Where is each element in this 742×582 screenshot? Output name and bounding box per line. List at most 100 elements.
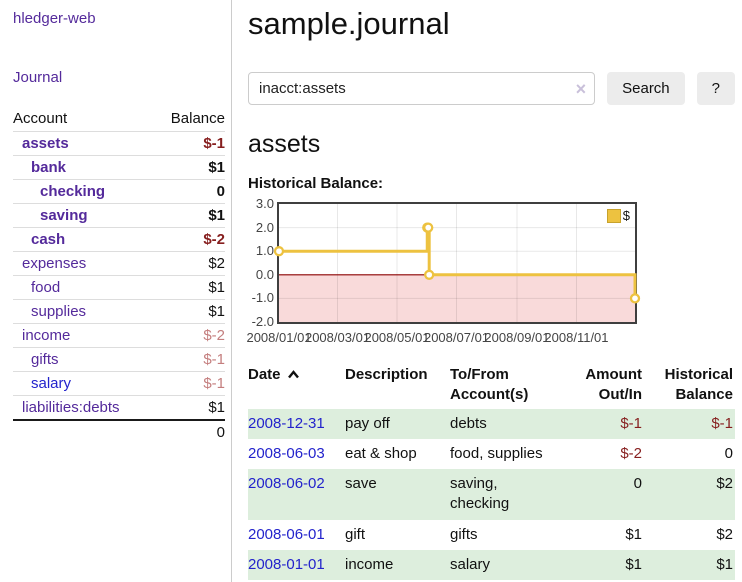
sidebar-account-balance: $2 xyxy=(208,255,225,272)
search-box: × xyxy=(248,72,596,105)
accounts-header-account: Account xyxy=(13,110,68,127)
accounts-total-row: 0 xyxy=(13,420,225,444)
app-title-link[interactable]: hledger-web xyxy=(13,10,96,27)
search-input[interactable] xyxy=(248,72,596,105)
sidebar-account-link[interactable]: liabilities:debts xyxy=(22,399,120,416)
search-button[interactable]: Search xyxy=(607,72,685,105)
accounts-header-balance: Balance xyxy=(170,110,225,127)
sidebar-account-balance: $1 xyxy=(208,279,225,296)
main-content: sample.journal × Search ? assets Histori… xyxy=(232,0,742,582)
sidebar-account-row: saving $1 xyxy=(13,203,225,228)
sidebar-account-cell: assets xyxy=(13,132,154,156)
sidebar-account-balance: 0 xyxy=(216,183,225,200)
sidebar-account-balance: $1 xyxy=(208,399,225,416)
register-cell-balance: $2 xyxy=(716,525,733,543)
sidebar-account-link[interactable]: cash xyxy=(31,231,66,248)
sidebar-account-row: liabilities:debts $1 xyxy=(13,395,225,421)
sidebar-account-cell: saving xyxy=(13,204,154,228)
search-form: × Search ? xyxy=(248,72,735,105)
sidebar-account-link[interactable]: assets xyxy=(22,135,69,152)
register-row: 2008-06-01 gift gifts $1 $2 xyxy=(248,520,735,550)
sidebar-account-cell: bank xyxy=(13,156,154,180)
sidebar-account-row: gifts $-1 xyxy=(13,347,225,372)
account-heading: assets xyxy=(248,130,321,158)
accounts-total-spacer xyxy=(13,420,154,444)
sidebar-account-link[interactable]: supplies xyxy=(31,303,87,320)
register-cell-date: 2008-06-01 xyxy=(248,520,345,550)
register-cell-accounts: salary xyxy=(450,555,491,573)
sidebar-account-row: expenses $2 xyxy=(13,251,225,276)
clear-search-icon[interactable]: × xyxy=(575,78,587,99)
sidebar-account-cell: supplies xyxy=(13,300,154,324)
sidebar-account-balance: $-1 xyxy=(203,135,225,152)
sidebar-account-balance: $1 xyxy=(208,159,225,176)
register-row: 2008-01-01 income salary $1 $1 xyxy=(248,549,735,580)
register-cell-date: 2008-01-01 xyxy=(248,550,345,580)
sidebar-account-row: food $1 xyxy=(13,275,225,300)
sidebar-account-link[interactable]: expenses xyxy=(22,255,87,272)
sidebar-account-row: supplies $1 xyxy=(13,299,225,324)
y-axis-tick-label: 2.0 xyxy=(255,219,274,235)
sidebar-account-link[interactable]: gifts xyxy=(31,351,59,368)
sidebar-account-link[interactable]: checking xyxy=(40,183,106,200)
sidebar-account-link[interactable]: food xyxy=(31,279,61,296)
register-date-link[interactable]: 2008-06-02 xyxy=(248,475,325,492)
register-date-link[interactable]: 2008-06-01 xyxy=(248,525,325,543)
historical-balance-chart: $ 3.0 2.0 1.0 0.0 -1.0 -2.0 2008/01/01 2008/03… xyxy=(246,197,668,348)
sidebar-account-row: assets $-1 xyxy=(13,131,225,156)
register-row: 2008-06-02 save saving, checking 0 $2 xyxy=(248,469,735,520)
y-axis-tick-label: -2.0 xyxy=(251,314,274,329)
sidebar-account-link[interactable]: income xyxy=(22,327,71,344)
accounts-table: Account Balance assets $-1 bank $1 checking 0… xyxy=(13,107,225,444)
register-header-date[interactable]: Date xyxy=(248,362,345,409)
x-axis-tick-label: 2008/11/01 xyxy=(544,330,609,345)
register-cell-accounts: saving, checking xyxy=(450,475,510,513)
register-cell-description: gift xyxy=(345,525,366,543)
register-cell-accounts: gifts xyxy=(450,525,478,543)
register-cell-amount: $1 xyxy=(625,525,642,543)
register-cell-balance: $-1 xyxy=(711,414,733,432)
register-cell-description: pay off xyxy=(345,414,390,432)
register-date-link[interactable]: 2008-12-31 xyxy=(248,414,325,432)
register-header-row: Date Description To/From Account(s) Amou… xyxy=(248,362,735,409)
sidebar-account-row: checking 0 xyxy=(13,179,225,204)
register-header-accounts[interactable]: To/From Account(s) xyxy=(450,366,529,404)
help-button[interactable]: ? xyxy=(696,72,735,105)
legend-label: $ xyxy=(622,208,630,223)
register-cell-date: 2008-06-03 xyxy=(248,439,345,469)
sidebar-account-link[interactable]: saving xyxy=(40,207,88,224)
register-cell-amount: $-1 xyxy=(620,414,642,432)
register-cell-balance: $1 xyxy=(716,555,733,573)
sidebar-account-cell: income xyxy=(13,324,154,348)
sidebar-account-balance: $-2 xyxy=(203,231,225,248)
sidebar-account-link[interactable]: salary xyxy=(31,375,72,392)
register-date-link[interactable]: 2008-01-01 xyxy=(248,555,325,573)
page-title: sample.journal xyxy=(248,6,450,41)
register-cell-amount: $1 xyxy=(625,555,642,573)
register-cell-balance: 0 xyxy=(724,444,733,462)
register-cell-accounts: food, supplies xyxy=(450,444,543,462)
y-axis-tick-label: 0.0 xyxy=(255,266,274,282)
sort-ascending-icon xyxy=(287,370,299,379)
register-header-amount[interactable]: Amount Out/In xyxy=(585,366,642,404)
register-header-description[interactable]: Description xyxy=(345,366,428,383)
register-cell-accounts: debts xyxy=(450,414,487,432)
sidebar-account-link[interactable]: bank xyxy=(31,159,67,176)
y-axis-tick-label: -1.0 xyxy=(251,290,274,306)
nav-journal-link[interactable]: Journal xyxy=(13,69,63,86)
y-axis-tick-label: 3.0 xyxy=(255,196,274,211)
sidebar-nav: Journal xyxy=(13,69,225,86)
sidebar-account-cell: salary xyxy=(13,372,154,396)
sidebar-account-row: income $-2 xyxy=(13,323,225,348)
register-cell-date: 2008-06-02 xyxy=(248,469,345,520)
sidebar-account-cell: cash xyxy=(13,228,154,252)
register-cell-description: eat & shop xyxy=(345,444,417,462)
sidebar: hledger-web Journal Account Balance asse… xyxy=(0,0,232,582)
sidebar-account-row: salary $-1 xyxy=(13,371,225,396)
register-date-link[interactable]: 2008-06-03 xyxy=(248,444,325,462)
register-header-balance[interactable]: Historical Balance xyxy=(664,366,733,404)
legend-swatch-icon xyxy=(606,208,621,223)
register-cell-amount: $-2 xyxy=(620,444,642,462)
register-cell-balance: $2 xyxy=(716,475,733,492)
